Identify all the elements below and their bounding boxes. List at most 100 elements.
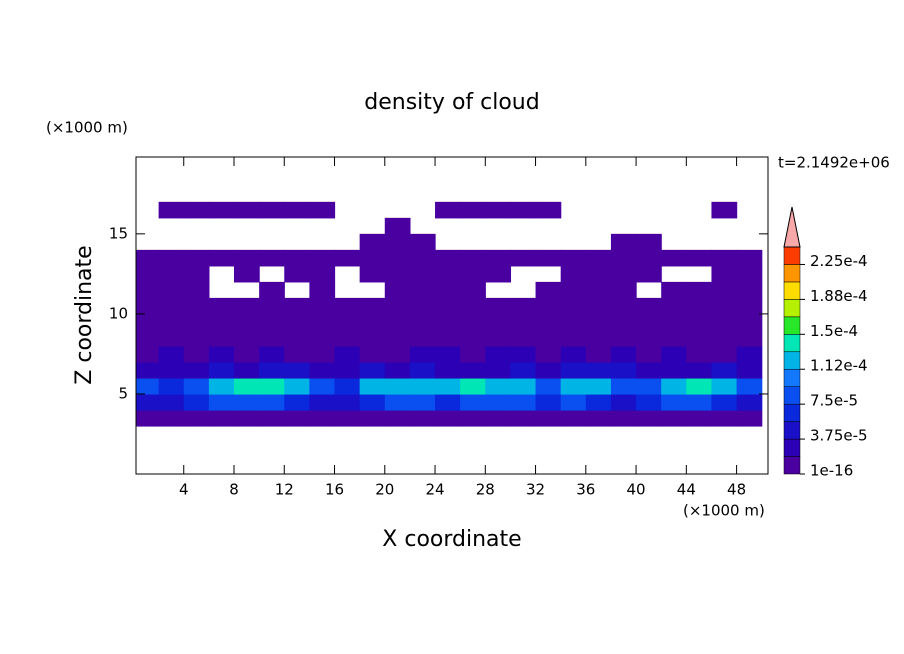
contour-cell [460, 297, 486, 315]
contour-cell [636, 265, 662, 283]
colorbar-label: 1.12e-4 [810, 357, 868, 375]
contour-cell [535, 249, 562, 267]
colorbar-band [783, 368, 801, 387]
contour-cell [535, 313, 562, 331]
contour-cell [560, 281, 587, 299]
contour-cell [485, 265, 512, 283]
contour-cell [384, 409, 411, 427]
contour-cell [208, 409, 235, 427]
contour-cell [136, 361, 160, 379]
contour-cell [711, 249, 738, 267]
contour-cell [183, 201, 210, 219]
contour-cell [334, 377, 361, 395]
contour-cell [736, 329, 763, 347]
contour-cell [183, 249, 210, 267]
contour-cell [510, 377, 537, 395]
x-tick-label: 12 [275, 481, 294, 499]
contour-cell [736, 281, 763, 299]
contour-cell [208, 345, 235, 363]
contour-cell [309, 345, 336, 363]
contour-cell [636, 329, 662, 347]
y-tick-label: 10 [109, 304, 128, 322]
contour-cell [435, 329, 461, 347]
contour-cell [711, 265, 738, 283]
contour-cell [636, 249, 662, 267]
colorbar-band [783, 316, 801, 335]
contour-cell [435, 201, 461, 219]
y-unit: (×1000 m) [46, 119, 128, 137]
contour-cell [208, 329, 235, 347]
contour-cell [535, 201, 562, 219]
x-tick-label: 44 [677, 481, 696, 499]
contour-cell [435, 361, 461, 379]
contour-cell [460, 313, 486, 331]
contour-cell [309, 393, 336, 411]
contour-cell [234, 265, 260, 283]
contour-cell [259, 393, 285, 411]
contour-cell [259, 297, 285, 315]
contour-cell [636, 409, 662, 427]
x-tick-label: 28 [476, 481, 495, 499]
contour-cell [585, 297, 612, 315]
contour-cell [435, 297, 461, 315]
contour-cell [259, 361, 285, 379]
contour-cell [136, 377, 160, 395]
contour-cell [284, 329, 310, 347]
contour-cell [183, 409, 210, 427]
contour-cell [158, 329, 185, 347]
contour-cell [510, 297, 537, 315]
contour-cell [460, 409, 486, 427]
contour-cell [711, 377, 738, 395]
contour-cell [359, 329, 386, 347]
contour-cell [136, 409, 160, 427]
contour-cell [636, 361, 662, 379]
contour-cell [535, 361, 562, 379]
contour-cell [560, 409, 587, 427]
contour-cell [510, 313, 537, 331]
contour-cell [409, 345, 436, 363]
contour-cell [136, 329, 160, 347]
colorbar-label: 3.75e-5 [810, 427, 868, 445]
contour-cell [234, 361, 260, 379]
y-tick-label: 5 [118, 384, 128, 402]
contour-cell [736, 393, 763, 411]
contour-cell [485, 345, 512, 363]
contour-cell [535, 345, 562, 363]
contour-cell [686, 361, 713, 379]
contour-cell [309, 281, 336, 299]
contour-cell [384, 345, 411, 363]
contour-cell [234, 313, 260, 331]
contour-cell [435, 409, 461, 427]
contour-cell [485, 361, 512, 379]
contour-cell [309, 329, 336, 347]
contour-cell [711, 329, 738, 347]
contour-cell [158, 281, 185, 299]
contour-cell [158, 409, 185, 427]
contour-cell [435, 249, 461, 267]
contour-cell [309, 361, 336, 379]
contour-cell [510, 409, 537, 427]
contour-cell [183, 265, 210, 283]
contour-cell [136, 297, 160, 315]
contour-cell [585, 393, 612, 411]
contour-cell [435, 393, 461, 411]
contour-cell [309, 201, 336, 219]
contour-cell [585, 361, 612, 379]
contour-cell [510, 249, 537, 267]
contour-cell [309, 409, 336, 427]
contour-cell [661, 409, 687, 427]
contour-cell [661, 393, 687, 411]
contour-cell [334, 249, 361, 267]
contour-cell [535, 393, 562, 411]
contour-cell [136, 281, 160, 299]
contour-cell [610, 361, 637, 379]
contour-cell [711, 409, 738, 427]
contour-cell [460, 281, 486, 299]
contour-cell [208, 377, 235, 395]
contour-cell [686, 249, 713, 267]
contour-cell [208, 297, 235, 315]
colorbar-band [783, 281, 801, 300]
contour-cell [610, 329, 637, 347]
contour-cell [485, 393, 512, 411]
contour-cell [585, 377, 612, 395]
